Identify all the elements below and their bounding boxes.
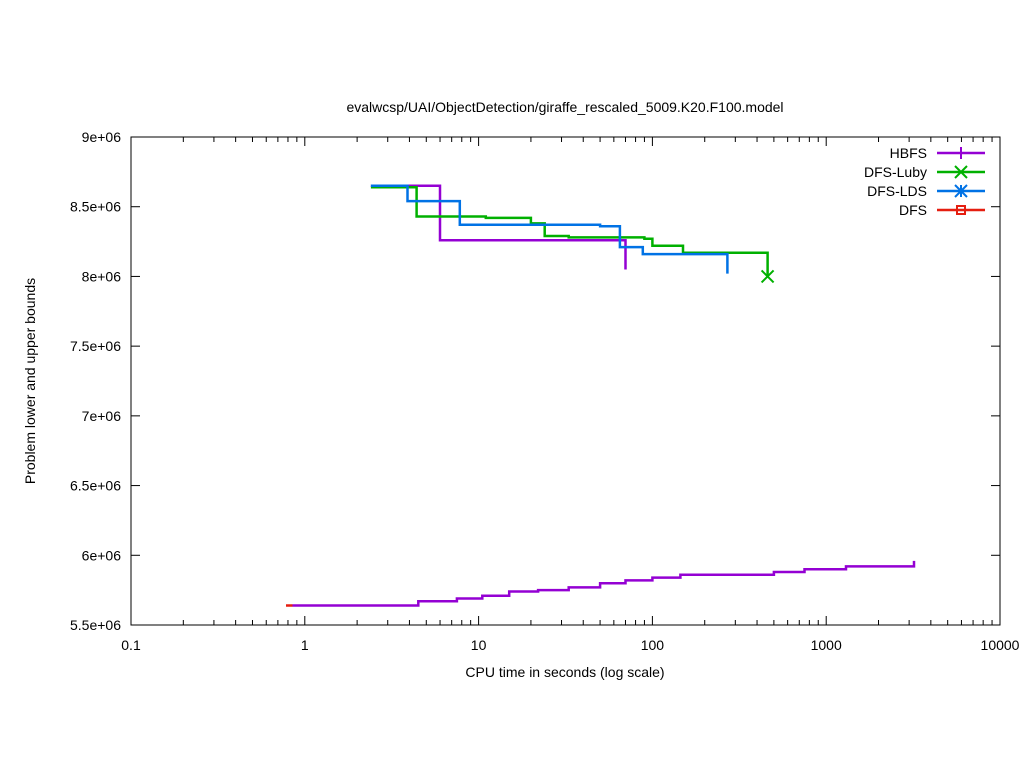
y-tick-label: 6e+06 xyxy=(82,547,122,563)
legend-marker-dfs-luby xyxy=(954,165,968,179)
y-axis-title: Problem lower and upper bounds xyxy=(22,278,38,484)
legend-label-dfs: DFS xyxy=(899,202,927,218)
legend-label-dfs-lds: DFS-LDS xyxy=(867,183,927,199)
y-tick-label: 8e+06 xyxy=(82,268,122,284)
y-tick-label: 5.5e+06 xyxy=(70,617,121,633)
series-hbfs-lower-line xyxy=(292,560,916,607)
series-dfs-luby-upper-line xyxy=(370,185,769,277)
chart-title: evalwcsp/UAI/ObjectDetection/giraffe_res… xyxy=(346,99,783,115)
x-tick-label: 10000 xyxy=(981,637,1020,653)
x-tick-label: 0.1 xyxy=(121,637,141,653)
x-tick-label: 1000 xyxy=(811,637,842,653)
series-dfs-lds-upper-line xyxy=(370,184,729,274)
series-hbfs-upper-line xyxy=(370,184,627,270)
x-axis-title: CPU time in seconds (log scale) xyxy=(465,664,664,680)
x-tick-label: 10 xyxy=(471,637,487,653)
tick-marks xyxy=(130,136,1001,626)
plot-frame xyxy=(130,136,1001,626)
series-lines xyxy=(286,184,916,607)
legend-marker-dfs xyxy=(956,205,966,215)
y-tick-label: 6.5e+06 xyxy=(70,478,121,494)
x-tick-label: 100 xyxy=(641,637,665,653)
legend-marker-dfs-lds xyxy=(954,184,968,198)
y-tick-label: 8.5e+06 xyxy=(70,199,121,215)
y-tick-label: 7.5e+06 xyxy=(70,338,121,354)
y-tick-label: 7e+06 xyxy=(82,408,122,424)
legend-label-dfs-luby: DFS-Luby xyxy=(864,164,927,180)
y-tick-label: 9e+06 xyxy=(82,129,122,145)
x-tick-label: 1 xyxy=(301,637,309,653)
series-dfs-luby-point xyxy=(760,269,775,284)
tick-labels: 0.1 1 10 100 1000 10000 5.5e+06 6e+06 6.5e+06 7e+… xyxy=(70,129,1020,653)
legend: HBFS DFS-Luby DFS-LDS DFS xyxy=(864,145,985,218)
legend-label-hbfs: HBFS xyxy=(890,145,927,161)
legend-marker-hbfs xyxy=(955,147,967,159)
